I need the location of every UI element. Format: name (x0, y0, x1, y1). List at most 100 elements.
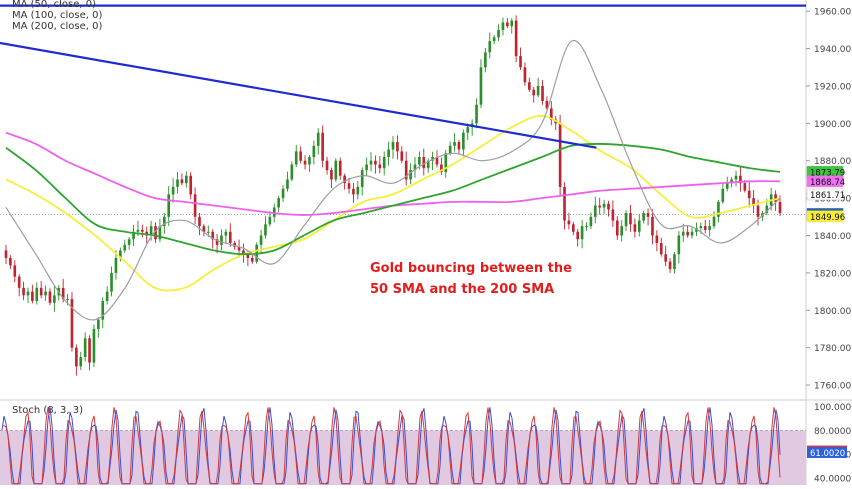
candle-body (4, 250, 8, 258)
candle-body (105, 291, 109, 301)
candle-body (492, 37, 496, 42)
candle-body (66, 299, 69, 301)
candle-body (721, 188, 725, 202)
candle-body (75, 347, 78, 367)
candle-body (677, 235, 681, 255)
candle-body (356, 186, 360, 195)
candle-body (396, 142, 399, 152)
candle-body (132, 231, 135, 240)
candle-body (338, 160, 342, 176)
candle-body (114, 257, 118, 273)
price-label: 1868.74 (810, 178, 845, 188)
candle-body (259, 235, 263, 245)
candle-body (642, 213, 645, 221)
candle-body (264, 224, 267, 236)
price-label: 1849.96 (810, 213, 845, 223)
candle-body (9, 257, 12, 266)
candle-body (26, 291, 30, 296)
candle-body (448, 145, 452, 154)
candle-body (22, 287, 25, 296)
candle-body (668, 261, 672, 270)
candle-body (382, 157, 386, 169)
candle-body (215, 239, 219, 245)
candle-body (347, 183, 351, 189)
candle-body (611, 209, 615, 221)
candle-body (312, 145, 316, 158)
candle-body (369, 160, 373, 165)
candle-body (514, 20, 518, 57)
candle-body (418, 157, 421, 165)
price-tick-label: 1920.00 (814, 82, 851, 92)
candle-body (88, 338, 91, 363)
candle-body (664, 254, 667, 262)
candle-body (360, 170, 364, 187)
candle-body (717, 201, 720, 217)
candle-body (13, 265, 17, 277)
candle-body (541, 85, 544, 101)
stochastic-tick-label: 80.0000 (814, 427, 851, 437)
candle-body (730, 179, 733, 184)
candle-body (598, 205, 602, 208)
price-tick-label: 1900.00 (814, 120, 851, 130)
candle-body (189, 175, 193, 195)
candle-body (637, 220, 641, 232)
candle-body (567, 220, 571, 225)
candle-body (158, 226, 162, 240)
stochastic-label: 61.0020 (810, 449, 845, 459)
candle-body (83, 338, 87, 358)
annotation-line: Gold bouncing between the (370, 261, 572, 276)
candle-body (536, 85, 540, 96)
candle-body (220, 235, 223, 245)
candle-body (497, 29, 500, 38)
candle-body (708, 226, 711, 230)
candle-body (246, 254, 250, 258)
candle-body (558, 123, 562, 187)
candle-body (409, 170, 412, 180)
candle-body (734, 175, 738, 180)
price-label: 1861.71 (810, 191, 845, 201)
candle-body (237, 246, 241, 251)
candle-body (92, 328, 96, 363)
candle-body (39, 287, 43, 296)
candle-body (659, 242, 663, 255)
candle-body (585, 226, 588, 228)
candle-body (712, 216, 716, 227)
candle-body (154, 226, 157, 240)
candle-body (206, 231, 210, 233)
candle-body (778, 201, 782, 214)
candle-body (48, 291, 52, 303)
price-label-box (806, 188, 844, 201)
candle-body (602, 203, 606, 208)
candle-body (699, 226, 703, 229)
candle-body (479, 67, 483, 105)
candle-body (127, 239, 131, 245)
candle-body (171, 186, 175, 195)
candle-body (615, 220, 619, 236)
candle-body (184, 175, 188, 184)
candle-body (228, 231, 232, 243)
candle-body (35, 287, 39, 301)
candle-body (176, 179, 179, 187)
annotation: Gold bouncing between the 50 SMA and the… (370, 261, 572, 297)
candle-body (519, 56, 522, 68)
candle-body (651, 216, 654, 236)
price-tick-label: 1840.00 (814, 232, 851, 242)
candle-body (330, 170, 333, 180)
candle-body (316, 132, 320, 146)
candle-body (141, 229, 144, 232)
candle-body (673, 254, 676, 270)
candle-body (681, 231, 685, 236)
candle-body (523, 67, 527, 83)
candle-body (97, 319, 100, 329)
stochastic-band (0, 430, 806, 485)
candle-body (435, 157, 439, 165)
stochastic-tick-label: 100.0000 (814, 403, 852, 413)
candle-body (580, 226, 584, 240)
candle-body (119, 250, 122, 258)
indicator-label: MA (100, close, 0) (12, 10, 102, 21)
candle-body (589, 216, 593, 227)
candle-body (725, 183, 729, 189)
